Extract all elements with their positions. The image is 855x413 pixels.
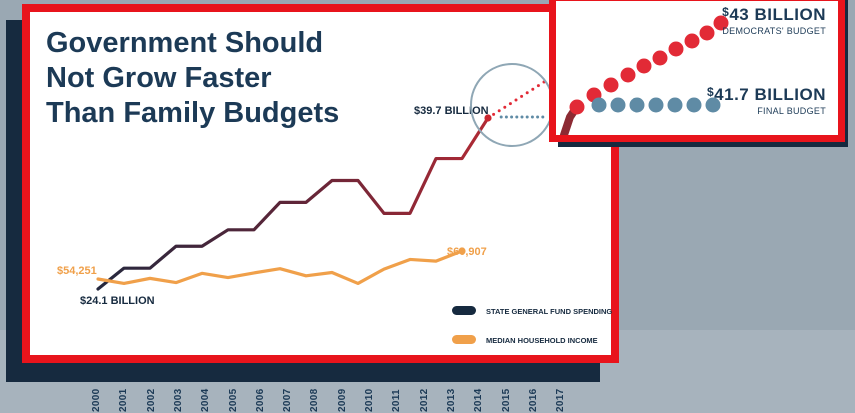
title-line-3: Than Family Budgets bbox=[46, 97, 340, 129]
legend-swatch-spending bbox=[452, 306, 476, 315]
democrats-projection-dot bbox=[497, 109, 501, 113]
democrats-projection-dot bbox=[514, 98, 518, 102]
inset-final-dot bbox=[629, 97, 645, 113]
inset-final-dot bbox=[705, 97, 721, 113]
final-budget-amount: 41.7 bbox=[714, 85, 750, 104]
inset-democrats-dot bbox=[652, 50, 668, 66]
inset-democrats-dot bbox=[620, 67, 636, 83]
democrats-budget-caption: DEMOCRATS' BUDGET bbox=[722, 26, 826, 36]
democrats-projection-dot bbox=[536, 84, 540, 88]
democrats-projection-dot bbox=[492, 112, 496, 116]
inset-final-dot bbox=[648, 97, 664, 113]
title-line-2: Not Grow Faster bbox=[46, 62, 272, 94]
final-budget-caption: FINAL BUDGET bbox=[757, 106, 826, 116]
inset-final-dot bbox=[686, 97, 702, 113]
legend-label-income: MEDIAN HOUSEHOLD INCOME bbox=[486, 336, 598, 345]
final-projection-dot bbox=[499, 115, 503, 119]
democrats-projection-dot bbox=[503, 105, 507, 109]
democrats-projection-dot bbox=[508, 102, 512, 106]
inset-democrats-dot bbox=[569, 99, 585, 115]
income-start-label: $54,251 bbox=[57, 265, 97, 277]
inset-final-dot bbox=[667, 97, 683, 113]
spending-end-point bbox=[484, 114, 492, 122]
democrats-budget-label: $43 BILLION DEMOCRATS' BUDGET bbox=[722, 5, 826, 36]
projection-inset-chart bbox=[560, 15, 729, 135]
final-projection-dot bbox=[510, 115, 514, 119]
inset-democrats-dot bbox=[713, 15, 729, 31]
final-projection-dot bbox=[536, 115, 540, 119]
title-line-1: Government Should bbox=[46, 27, 324, 59]
legend-label-spending: STATE GENERAL FUND SPENDING bbox=[486, 307, 612, 316]
inset-final-dot bbox=[610, 97, 626, 113]
series-line-income bbox=[96, 249, 464, 286]
projection-inset: $43 BILLION DEMOCRATS' BUDGET $41.7 BILL… bbox=[549, 0, 845, 142]
final-projection-dot bbox=[520, 115, 524, 119]
series-line-spending bbox=[96, 116, 490, 291]
final-projection-dot bbox=[525, 115, 529, 119]
democrats-projection-dot bbox=[525, 91, 529, 95]
final-projection-dot bbox=[504, 115, 508, 119]
income-end-point bbox=[458, 247, 466, 255]
inset-democrats-dot bbox=[668, 41, 684, 57]
inset-democrats-dot bbox=[636, 58, 652, 74]
final-budget-label: $41.7 BILLION FINAL BUDGET bbox=[706, 85, 826, 116]
democrats-projection-dot bbox=[531, 87, 535, 91]
inset-final-dot bbox=[591, 97, 607, 113]
final-projection-dot bbox=[530, 115, 534, 119]
democrats-budget-unit: BILLION bbox=[754, 5, 826, 24]
legend-swatch-income bbox=[452, 335, 476, 344]
chart-title: Government Should Not Grow Faster Than F… bbox=[46, 26, 386, 131]
final-budget-unit: BILLION bbox=[754, 85, 826, 104]
final-projection-dot bbox=[541, 115, 545, 119]
democrats-projection-dot bbox=[520, 94, 524, 98]
inset-democrats-dot bbox=[684, 33, 700, 49]
income-end-label: $60,907 bbox=[447, 246, 487, 258]
democrats-budget-amount: 43 bbox=[729, 5, 750, 24]
spending-start-label: $24.1 BILLION bbox=[80, 295, 155, 307]
inset-democrats-dot bbox=[603, 77, 619, 93]
final-projection-dot bbox=[515, 115, 519, 119]
spending-end-label: $39.7 BILLION bbox=[414, 105, 489, 117]
inset-democrats-dot bbox=[699, 25, 715, 41]
